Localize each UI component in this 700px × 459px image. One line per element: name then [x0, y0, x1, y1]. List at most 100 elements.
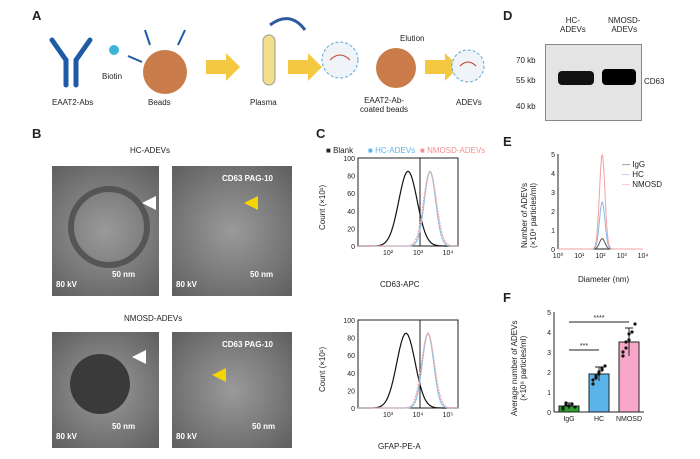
- data-point: [564, 401, 568, 405]
- marker-55: 55 kb: [516, 76, 536, 85]
- curved-arrow-icon: [269, 17, 307, 31]
- igg-curve: [558, 238, 643, 250]
- nmosd-curve: [358, 170, 459, 247]
- bead-icon: [143, 50, 187, 94]
- top-ylabel: Count (×10¹): [318, 184, 327, 230]
- em-image-hc-1: 80 kV 50 nm: [52, 166, 159, 296]
- x-tick: 10²: [595, 253, 606, 260]
- y-tick: 4: [551, 171, 555, 178]
- arrow-icon: [206, 53, 240, 81]
- y-tick: 2: [547, 370, 551, 377]
- em-image-hc-2: CD63 PAG-10 80 kV 50 nm: [172, 166, 292, 296]
- tube-icon: [262, 34, 276, 86]
- y-tick: 100: [343, 318, 355, 325]
- panel-c-legend-hc: ■ HC-ADEVs: [368, 146, 416, 155]
- y-tick: 1: [551, 228, 555, 235]
- coated-label: EAAT2-Ab- coated beads: [360, 96, 409, 114]
- data-point: [627, 332, 631, 336]
- beads-label: Beads: [148, 98, 171, 107]
- arrow-icon: [425, 53, 459, 81]
- y-tick: 40: [347, 371, 355, 378]
- y-tick: 0: [551, 247, 555, 254]
- bottom-ylabel: Count (×10¹): [318, 346, 327, 392]
- data-point: [633, 322, 637, 326]
- adev-icon: [451, 49, 485, 83]
- adevs-label: ADEVs: [456, 98, 482, 107]
- flow-plot-bottom: 0 20 40 60 80 100 10³ 10⁴ 10⁵: [343, 318, 459, 419]
- em-image-nmosd-1: 80 kV 50 nm: [52, 332, 159, 448]
- panel-a-schematic: [49, 17, 485, 94]
- panel-c-legend-blank: ■ Blank: [326, 146, 354, 155]
- size-distribution-plot: 0 1 2 3 4 5 10⁰ 10¹ 10² 10³ 10⁴: [551, 152, 648, 260]
- y-tick: 100: [343, 156, 355, 163]
- data-point: [624, 346, 628, 350]
- y-tick: 5: [551, 152, 555, 159]
- nmosd-curve: [558, 153, 643, 250]
- panel-label-b: B: [32, 126, 42, 141]
- f-ylabel: Average number of ADEVs (×10⁹ particles/…: [510, 320, 528, 416]
- sig-label-2: ****: [594, 315, 605, 322]
- y-tick: 4: [547, 330, 551, 337]
- x-tick-label: NMOSD: [616, 416, 642, 423]
- x-tick: 10¹: [574, 253, 585, 260]
- x-tick: 10⁴: [443, 250, 454, 257]
- panel-c-legend-nmosd: ■ NMOSD-ADEVs: [420, 146, 486, 155]
- e-legend-igg: — IgG: [622, 160, 646, 169]
- yellow-arrow-icon: [244, 196, 258, 210]
- cd63-label: CD63: [644, 77, 665, 86]
- arrow-icon: [288, 53, 322, 81]
- x-tick-label: IgG: [563, 416, 574, 423]
- antibody-icon: [49, 37, 93, 88]
- plot-frame: [357, 319, 459, 409]
- sig-label-1: ***: [580, 343, 588, 350]
- y-tick: 2: [551, 209, 555, 216]
- y-tick: 20: [347, 388, 355, 395]
- x-tick-label: HC: [594, 416, 604, 423]
- data-point: [621, 354, 625, 358]
- biotin-label: Biotin: [102, 72, 123, 81]
- y-tick: 80: [347, 336, 355, 343]
- data-point: [567, 404, 571, 408]
- elution-label: Elution: [400, 34, 425, 43]
- em-image-nmosd-2: CD63 PAG-10 80 kV 50 nm: [172, 332, 292, 448]
- coated-bead-icon: [376, 48, 416, 88]
- panel-label-a: A: [32, 8, 42, 23]
- x-tick: 10³: [383, 412, 394, 419]
- y-tick: 20: [347, 226, 355, 233]
- x-tick: 10²: [383, 250, 394, 257]
- white-arrow-icon: [142, 196, 156, 210]
- blank-curve: [357, 332, 458, 409]
- data-point: [570, 402, 574, 406]
- plasma-label: Plasma: [250, 98, 277, 107]
- x-tick: 10³: [617, 253, 628, 260]
- y-tick: 5: [547, 310, 551, 317]
- panel-label-e: E: [503, 134, 512, 149]
- top-xlabel: CD63-APC: [380, 280, 420, 289]
- x-tick: 10³: [413, 250, 424, 257]
- data-point: [600, 366, 604, 370]
- y-tick: 60: [347, 191, 355, 198]
- e-legend-nmosd: — NMOSD: [622, 180, 663, 189]
- y-tick: 80: [347, 174, 355, 181]
- hc-curve: [358, 331, 459, 409]
- e-legend-hc: — HC: [622, 170, 644, 179]
- vesicle-dark: [70, 354, 130, 414]
- yellow-arrow-icon: [212, 368, 226, 382]
- nmosd-curve: [358, 332, 459, 409]
- data-point: [630, 330, 634, 334]
- data-point: [591, 382, 595, 386]
- y-tick: 40: [347, 209, 355, 216]
- bead-antibodies-icon: [127, 29, 186, 63]
- hc-curve: [558, 201, 643, 250]
- panel-label-d: D: [503, 8, 513, 23]
- data-point: [621, 350, 625, 354]
- flow-plot-top: 0 20 40 60 80 100 10² 10³ 10⁴: [343, 156, 459, 257]
- data-point: [597, 370, 601, 374]
- y-tick: 3: [547, 350, 551, 357]
- marker-40: 40 kb: [516, 102, 536, 111]
- y-tick: 0: [351, 244, 355, 251]
- y-tick: 60: [347, 353, 355, 360]
- data-point: [573, 405, 577, 409]
- data-point: [594, 374, 598, 378]
